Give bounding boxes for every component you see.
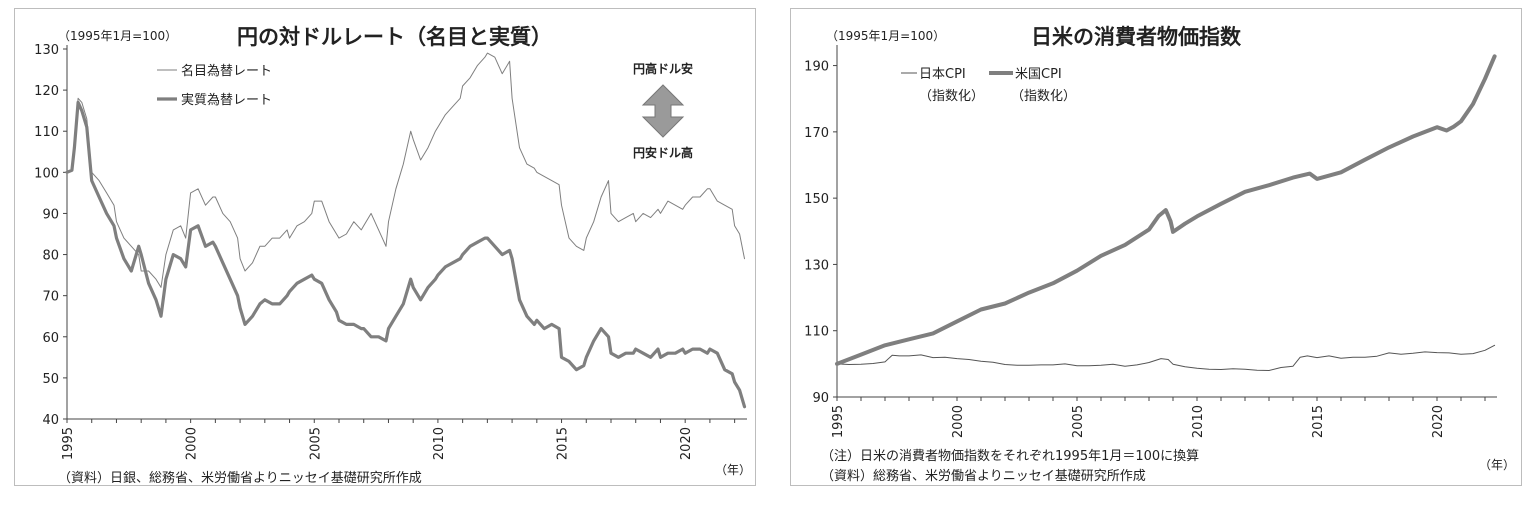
legend-label-nominal: 名目為替レート <box>181 63 272 79</box>
left-source-note: （資料）日銀、総務省、米労働省よりニッセイ基礎研究所作成 <box>58 471 422 486</box>
x-tick-label: 2005 <box>308 427 323 460</box>
y-tick-label: 100 <box>34 166 59 181</box>
x-tick-label: 2015 <box>1311 405 1326 438</box>
series-line-2 <box>835 54 1497 366</box>
x-tick-label: 2010 <box>432 427 447 460</box>
y-tick-label: 50 <box>42 372 59 387</box>
y-tick-label: 70 <box>42 290 59 305</box>
x-tick-label: 2015 <box>556 427 571 460</box>
double-arrow-icon <box>641 84 685 138</box>
y-tick-label: 190 <box>804 60 829 75</box>
annotation-yen-weak: 円安ドル高 <box>633 145 693 160</box>
y-tick-label: 90 <box>812 391 829 406</box>
left-chart-title: 円の対ドルレート（名目と実質） <box>237 25 552 49</box>
legend-sub-japan: （指数化） <box>919 89 984 104</box>
y-tick-label: 60 <box>42 331 59 346</box>
right-year-unit: （年） <box>1479 458 1516 472</box>
y-tick-label: 120 <box>34 84 59 99</box>
x-tick-label: 2000 <box>951 405 966 438</box>
y-tick-label: 130 <box>804 258 829 273</box>
legend-label-real: 実質為替レート <box>181 92 272 108</box>
x-tick-label: 2010 <box>1191 405 1206 438</box>
x-tick-label: 2020 <box>679 427 694 460</box>
series-line-1 <box>836 344 1496 371</box>
right-note: （注）日米の消費者物価指数をそれぞれ1995年1月＝100に換算 <box>821 449 1200 464</box>
y-tick-label: 40 <box>42 413 59 428</box>
y-tick-label: 170 <box>804 126 829 141</box>
legend-label-us: 米国CPI <box>1015 67 1062 82</box>
cpi-chart-panel: （1995年1月=100） 日米の消費者物価指数 190 170 150 130 110… <box>790 8 1522 486</box>
x-tick-label: 2020 <box>1431 405 1446 438</box>
right-unit-label: （1995年1月=100） <box>826 29 946 43</box>
y-tick-label: 110 <box>34 125 59 140</box>
y-tick-label: 150 <box>804 192 829 207</box>
series-line-2 <box>65 100 747 409</box>
x-tick-label: 1995 <box>831 405 846 438</box>
annotation-yen-strong: 円高ドル安 <box>633 61 693 76</box>
series-line-1 <box>66 52 745 288</box>
left-year-unit: （年） <box>715 463 752 477</box>
x-tick-label: 2000 <box>185 427 200 460</box>
y-tick-label: 90 <box>42 207 59 222</box>
legend-sub-us: （指数化） <box>1011 89 1076 104</box>
x-tick-label: 1995 <box>61 427 76 460</box>
y-tick-label: 130 <box>34 43 59 58</box>
y-tick-label: 80 <box>42 249 59 264</box>
right-source-note: （資料）総務省、米労働省よりニッセイ基礎研究所作成 <box>821 469 1146 484</box>
x-tick-label: 2005 <box>1071 405 1086 438</box>
left-unit-label: （1995年1月=100） <box>58 29 178 43</box>
exchange-rate-chart-panel: （1995年1月=100） 円の対ドルレート（名目と実質） 130 120 110 1… <box>14 8 756 486</box>
y-tick-label: 110 <box>804 325 829 340</box>
legend-label-japan: 日本CPI <box>919 67 966 82</box>
right-chart-title: 日米の消費者物価指数 <box>1031 25 1241 49</box>
